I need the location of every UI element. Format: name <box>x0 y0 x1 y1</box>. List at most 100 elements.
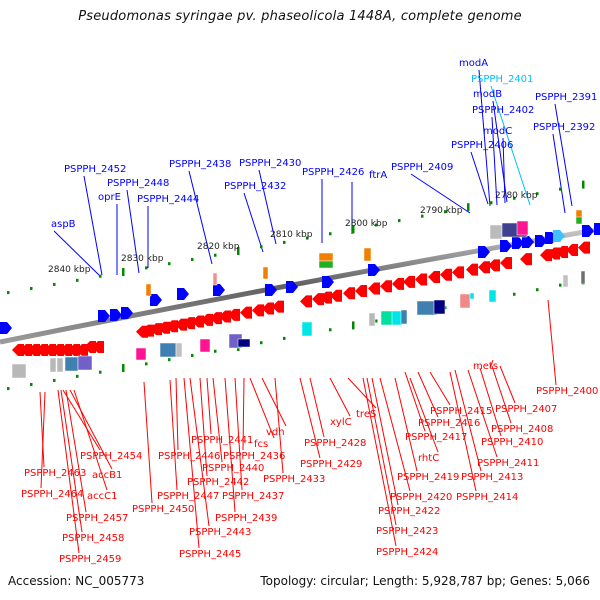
feature-box <box>49 357 57 373</box>
feature-box <box>562 274 569 288</box>
reverse-gene-label: PSPPH_2459 <box>59 554 121 565</box>
reverse-leader-line <box>362 377 397 547</box>
reverse-gene-arrow <box>488 259 500 272</box>
reverse-gene-arrow <box>392 277 404 290</box>
forward-gene-label: aspB <box>51 219 76 230</box>
tick-mark-lower <box>168 358 171 362</box>
reverse-gene-arrow <box>175 318 187 331</box>
reverse-gene-label: PSPPH_2458 <box>62 533 124 544</box>
forward-gene-arrow <box>582 225 594 237</box>
reverse-gene-label: accB1 <box>92 470 122 481</box>
forward-gene-arrow <box>265 284 277 296</box>
forward-leader-line <box>188 170 213 265</box>
feature-box <box>400 309 408 325</box>
feature-box <box>575 216 583 225</box>
forward-gene-arrow <box>500 240 512 252</box>
reverse-gene-label: treS <box>356 409 376 420</box>
reverse-leader-line <box>234 377 243 491</box>
forward-gene-label: PSPPH_2426 <box>302 167 364 178</box>
forward-gene-arrow <box>522 236 534 248</box>
tick-mark-lower <box>352 321 355 330</box>
forward-gene-label: modC <box>483 126 512 137</box>
reverse-leader-line <box>212 377 223 463</box>
reverse-gene-arrow <box>578 241 590 254</box>
forward-gene-arrow <box>177 288 189 300</box>
tick-mark-lower <box>559 283 562 287</box>
reverse-gene-label: PSPPH_2419 <box>397 472 459 483</box>
tick-mark-upper <box>352 225 355 234</box>
tick-mark-upper <box>7 291 10 295</box>
reverse-gene-arrow <box>262 302 274 315</box>
reverse-leader-line <box>175 377 179 451</box>
reverse-leader-line <box>404 371 426 432</box>
reverse-gene-arrow <box>28 344 40 356</box>
feature-box <box>159 342 177 358</box>
reverse-gene-label: PSPPH_2442 <box>187 477 249 488</box>
tick-mark-lower <box>7 387 10 391</box>
forward-gene-label: PSPPH_2448 <box>107 178 169 189</box>
reverse-leader-line <box>57 389 80 554</box>
tick-mark-lower <box>375 319 378 323</box>
forward-leader-line <box>554 103 573 207</box>
genome-title: Pseudomonas syringae pv. phaseolicola 14… <box>78 9 522 24</box>
reverse-leader-line <box>143 381 153 504</box>
reverse-gene-label: PSPPH_2447 <box>157 491 219 502</box>
feature-box <box>56 357 64 373</box>
reverse-leader-line <box>206 377 212 435</box>
reverse-gene-arrow <box>201 313 213 326</box>
reverse-gene-arrow <box>158 321 170 334</box>
reverse-gene-arrow <box>12 344 24 356</box>
reverse-gene-arrow <box>330 289 342 302</box>
reverse-leader-line <box>69 389 113 470</box>
tick-mark-upper <box>536 192 539 196</box>
reverse-leader-line <box>73 389 108 491</box>
reverse-leader-line <box>62 389 101 451</box>
feature-box <box>301 321 313 337</box>
reverse-gene-label: PSPPH_2413 <box>461 472 523 483</box>
feature-box <box>391 310 403 326</box>
feature-box <box>516 220 529 236</box>
reverse-gene-arrow <box>150 323 162 336</box>
forward-gene-label: PSPPH_2432 <box>224 181 286 192</box>
reverse-leader-line <box>39 391 45 468</box>
reverse-gene-label: PSPPH_2424 <box>376 547 438 558</box>
forward-gene-arrow <box>594 223 600 235</box>
feature-box <box>237 338 251 348</box>
forward-gene-arrow <box>98 310 110 322</box>
forward-gene-label: PSPPH_2438 <box>169 159 231 170</box>
reverse-gene-label: PSPPH_2410 <box>481 437 543 448</box>
tick-mark-upper <box>214 253 217 257</box>
reverse-gene-label: PSPPH_2400 <box>536 386 598 397</box>
reverse-gene-label: PSPPH_2437 <box>222 491 284 502</box>
reverse-gene-arrow <box>566 243 578 256</box>
reverse-gene-arrow <box>228 308 240 321</box>
reverse-gene-arrow <box>548 247 560 260</box>
feature-box <box>175 342 183 358</box>
forward-leader-line <box>83 175 103 276</box>
reverse-gene-arrow <box>343 287 355 300</box>
forward-gene-arrow <box>286 281 298 293</box>
tick-mark-lower <box>145 362 148 366</box>
reverse-gene-label: PSPPH_2429 <box>300 459 362 470</box>
forward-gene-arrow <box>150 294 162 306</box>
forward-leader-line <box>492 100 508 203</box>
scale-label: 2800 kbp <box>345 219 388 229</box>
forward-gene-label: PSPPH_2406 <box>451 140 513 151</box>
reverse-leader-line <box>394 377 418 472</box>
reverse-gene-arrow <box>500 257 512 269</box>
reverse-leader-line <box>491 365 512 424</box>
forward-gene-arrow <box>110 309 122 321</box>
forward-gene-arrow <box>121 307 133 319</box>
reverse-gene-arrow <box>52 344 64 356</box>
reverse-gene-label: PSPPH_2414 <box>456 492 518 503</box>
reverse-gene-arrow <box>142 324 154 337</box>
feature-box <box>363 247 372 262</box>
forward-leader-line <box>491 116 498 206</box>
feature-box <box>433 299 446 315</box>
reverse-gene-label: PSPPH_2439 <box>215 513 277 524</box>
reverse-leader-line <box>371 377 399 506</box>
reverse-gene-label: PSPPH_2440 <box>202 463 264 474</box>
forward-gene-label: PSPPH_2452 <box>64 164 126 175</box>
forward-leader-line <box>126 189 140 274</box>
tick-mark-upper <box>513 196 516 200</box>
